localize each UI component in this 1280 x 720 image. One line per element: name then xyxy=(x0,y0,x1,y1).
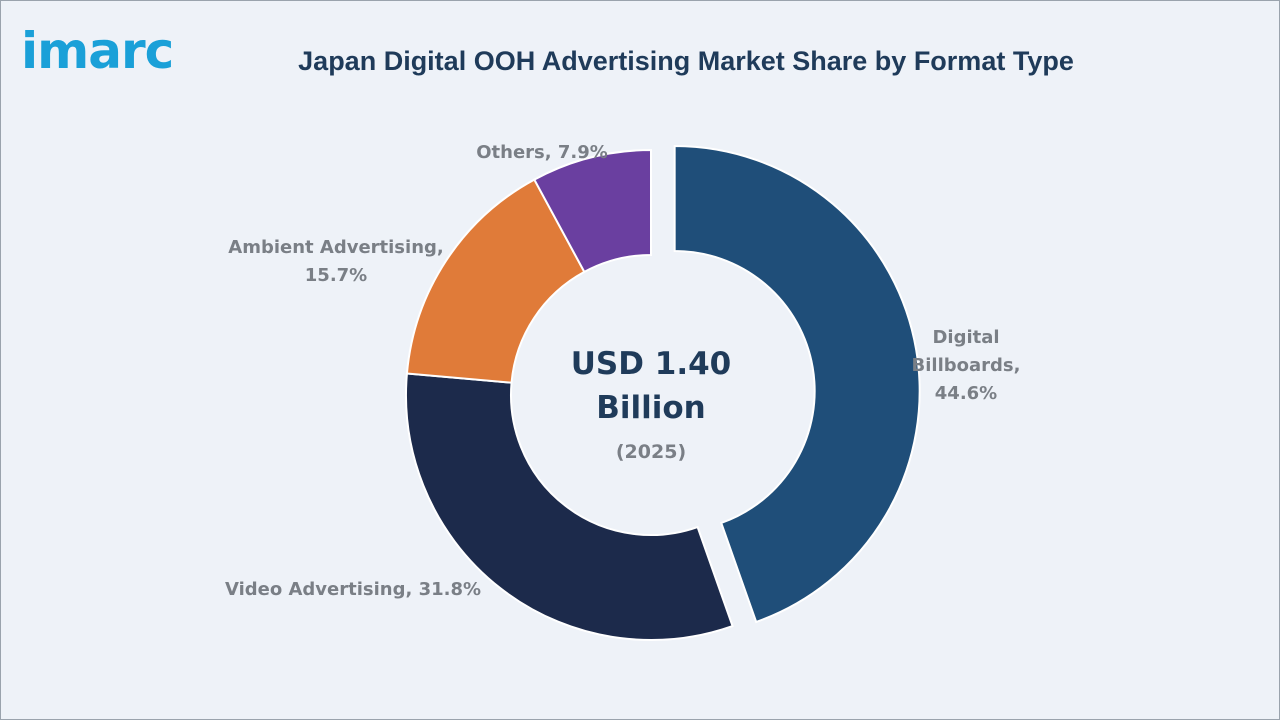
slices-group xyxy=(405,144,921,641)
slice-labels-group: Digital Billboards, 44.6% Video Advertising… xyxy=(225,142,1021,600)
slice-label-digital-billboards: 44.6% xyxy=(935,383,997,404)
slice-digital-billboards xyxy=(673,144,921,624)
center-year: (2025) xyxy=(616,441,686,463)
slice-label-ambient-advertising: Ambient Advertising, xyxy=(228,237,443,258)
center-value-line1: USD 1.40 xyxy=(571,346,732,382)
center-text: USD 1.40 Billion (2025) xyxy=(571,346,732,463)
logo-text: imarc xyxy=(21,22,174,80)
slice-label-digital-billboards: Digital xyxy=(932,327,999,348)
slice-others xyxy=(532,148,652,274)
chart-title: Japan Digital OOH Advertising Market Sha… xyxy=(298,46,1074,76)
imarc-logo: imarc xyxy=(21,13,211,83)
slice-label-ambient-advertising: 15.7% xyxy=(305,265,367,286)
slice-label-digital-billboards: Billboards, xyxy=(912,355,1021,376)
center-value-line2: Billion xyxy=(596,390,706,426)
slice-video-advertising xyxy=(405,372,734,641)
slice-label-video-advertising: Video Advertising, 31.8% xyxy=(225,579,481,600)
slice-label-others: Others, 7.9% xyxy=(476,142,608,163)
